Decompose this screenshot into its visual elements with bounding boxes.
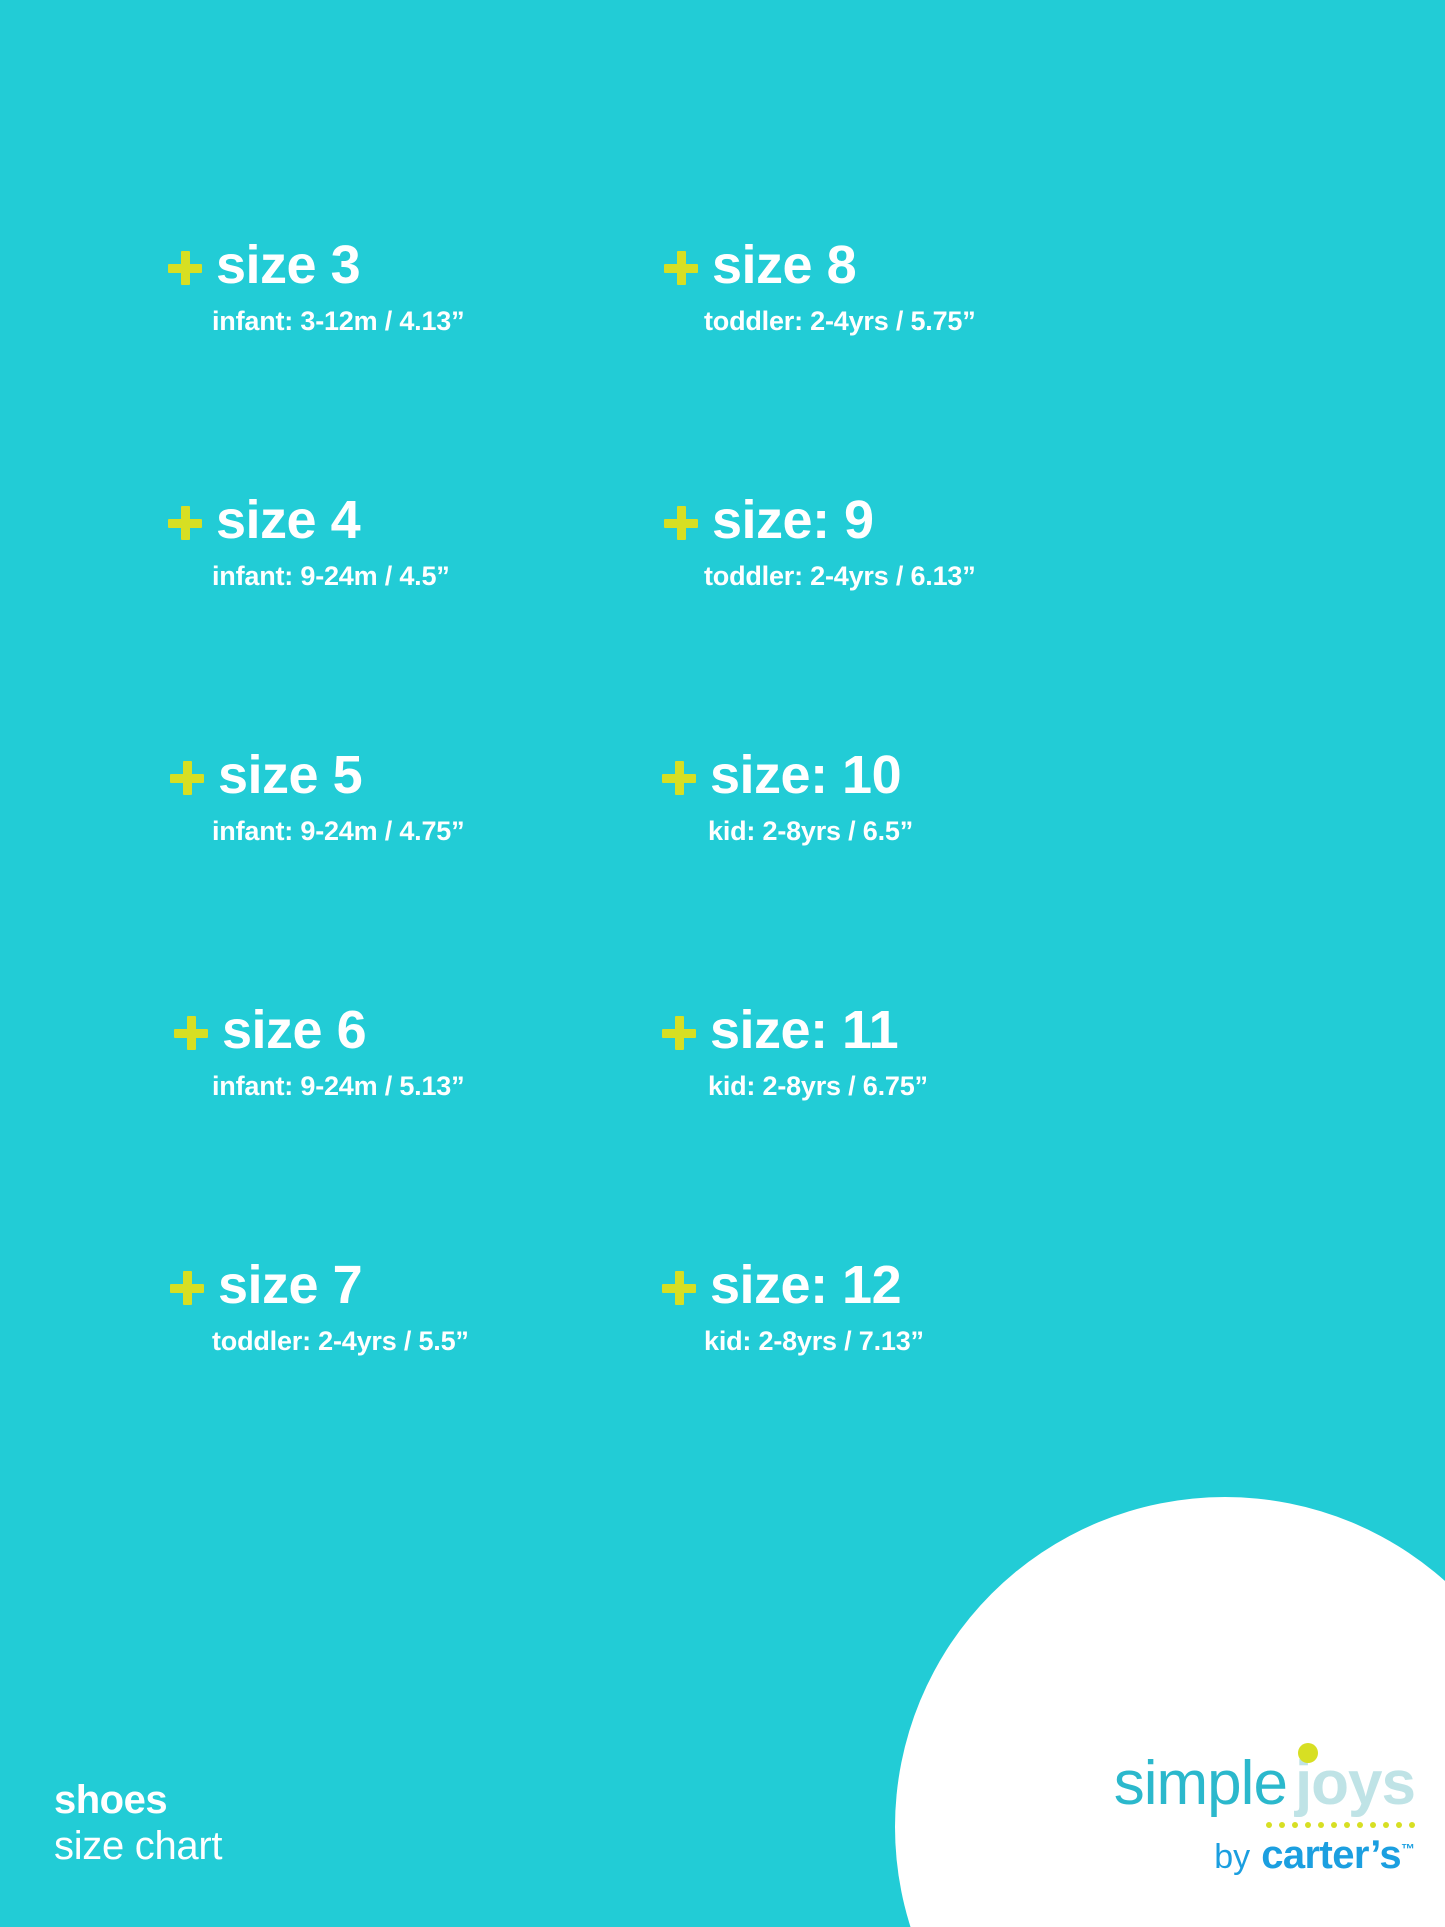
plus-icon (168, 506, 202, 540)
size-detail: infant: 9-24m / 4.5” (212, 561, 450, 591)
logo-dot (1383, 1821, 1389, 1828)
size-entry-left-5: size 7 toddler: 2-4yrs / 5.5” (40, 1258, 620, 1513)
size-entry-heading: size 7 (40, 1258, 620, 1312)
logo-byline: by carter’s™ (1114, 1835, 1415, 1875)
plus-icon (174, 1016, 208, 1050)
logo-dotted-underline (1114, 1817, 1415, 1828)
plus-icon (168, 251, 202, 285)
size-title: size 6 (222, 1000, 367, 1060)
trademark-symbol: ™ (1401, 1840, 1415, 1857)
size-entry-right-4: size: 11 kid: 2-8yrs / 6.75” (620, 1003, 1240, 1258)
logo-dot (1318, 1821, 1324, 1828)
size-entry-heading: size: 10 (620, 748, 1240, 802)
size-detail: toddler: 2-4yrs / 6.13” (704, 561, 976, 591)
size-title: size 5 (218, 745, 363, 805)
size-entry-right-5: size: 12 kid: 2-8yrs / 7.13” (620, 1258, 1240, 1513)
size-entry-left-2: size 4 infant: 9-24m / 4.5” (40, 493, 620, 748)
size-entry-heading: size 6 (40, 1003, 620, 1057)
size-title: size: 10 (710, 745, 902, 805)
size-detail: infant: 9-24m / 4.75” (212, 816, 465, 846)
logo-word-joys-text: joys (1294, 1749, 1416, 1818)
brand-logo: simple joys by carter’s™ (1114, 1743, 1416, 1875)
logo-joy-dot-icon (1297, 1743, 1318, 1763)
logo-dot (1370, 1821, 1376, 1828)
logo-dot (1305, 1821, 1311, 1828)
logo-dot (1344, 1821, 1350, 1828)
plus-icon (664, 506, 698, 540)
logo-word-simple: simple (1113, 1749, 1288, 1818)
size-entry-heading: size 8 (620, 238, 1240, 292)
plus-icon (662, 1271, 696, 1305)
logo-wordmark: simple joys (1114, 1743, 1416, 1815)
size-title: size 4 (216, 490, 361, 550)
plus-icon (662, 1016, 696, 1050)
logo-dot (1279, 1821, 1285, 1828)
size-entry-left-3: size 5 infant: 9-24m / 4.75” (40, 748, 620, 1003)
plus-icon (662, 761, 696, 795)
size-detail: infant: 9-24m / 5.13” (212, 1071, 465, 1101)
size-detail: kid: 2-8yrs / 6.75” (708, 1071, 928, 1101)
logo-dot (1357, 1821, 1363, 1828)
footer-caption-subtitle: size chart (54, 1824, 223, 1868)
plus-icon (170, 1271, 204, 1305)
size-detail: toddler: 2-4yrs / 5.75” (704, 306, 976, 336)
size-title: size: 12 (710, 1255, 902, 1315)
size-entry-heading: size: 12 (620, 1258, 1240, 1312)
size-title: size 8 (712, 235, 857, 295)
size-entry-left-1: size 3 infant: 3-12m / 4.13” (40, 238, 620, 493)
logo-dot (1266, 1821, 1272, 1828)
logo-dot (1396, 1821, 1402, 1828)
size-entry-left-4: size 6 infant: 9-24m / 5.13” (40, 1003, 620, 1258)
size-title: size 7 (218, 1255, 363, 1315)
size-detail: kid: 2-8yrs / 6.5” (708, 816, 914, 846)
logo-word-joys: joys (1294, 1743, 1416, 1818)
footer-caption-title: shoes (54, 1778, 168, 1822)
plus-icon (170, 761, 204, 795)
logo-byline-by: by (1214, 1838, 1251, 1876)
size-title: size: 11 (710, 1000, 899, 1060)
size-entry-heading: size: 9 (620, 493, 1240, 547)
footer-caption: shoes size chart (54, 1779, 222, 1867)
size-entry-right-3: size: 10 kid: 2-8yrs / 6.5” (620, 748, 1240, 1003)
logo-dot (1409, 1821, 1415, 1828)
size-entry-heading: size 5 (40, 748, 620, 802)
size-title: size 3 (216, 235, 361, 295)
size-entry-heading: size: 11 (620, 1003, 1240, 1057)
size-entry-heading: size 4 (40, 493, 620, 547)
logo-dot (1292, 1821, 1298, 1828)
size-entry-right-1: size 8 toddler: 2-4yrs / 5.75” (620, 238, 1240, 493)
size-entry-heading: size 3 (40, 238, 620, 292)
size-detail: toddler: 2-4yrs / 5.5” (212, 1326, 469, 1356)
logo-byline-brand: carter’s (1261, 1833, 1401, 1877)
size-grid: size 3 infant: 3-12m / 4.13” size 8 todd… (0, 238, 1445, 1513)
size-entry-right-2: size: 9 toddler: 2-4yrs / 6.13” (620, 493, 1240, 748)
size-detail: kid: 2-8yrs / 7.13” (704, 1326, 924, 1356)
plus-icon (664, 251, 698, 285)
logo-dot (1331, 1821, 1337, 1828)
size-title: size: 9 (712, 490, 874, 550)
size-detail: infant: 3-12m / 4.13” (212, 306, 465, 336)
